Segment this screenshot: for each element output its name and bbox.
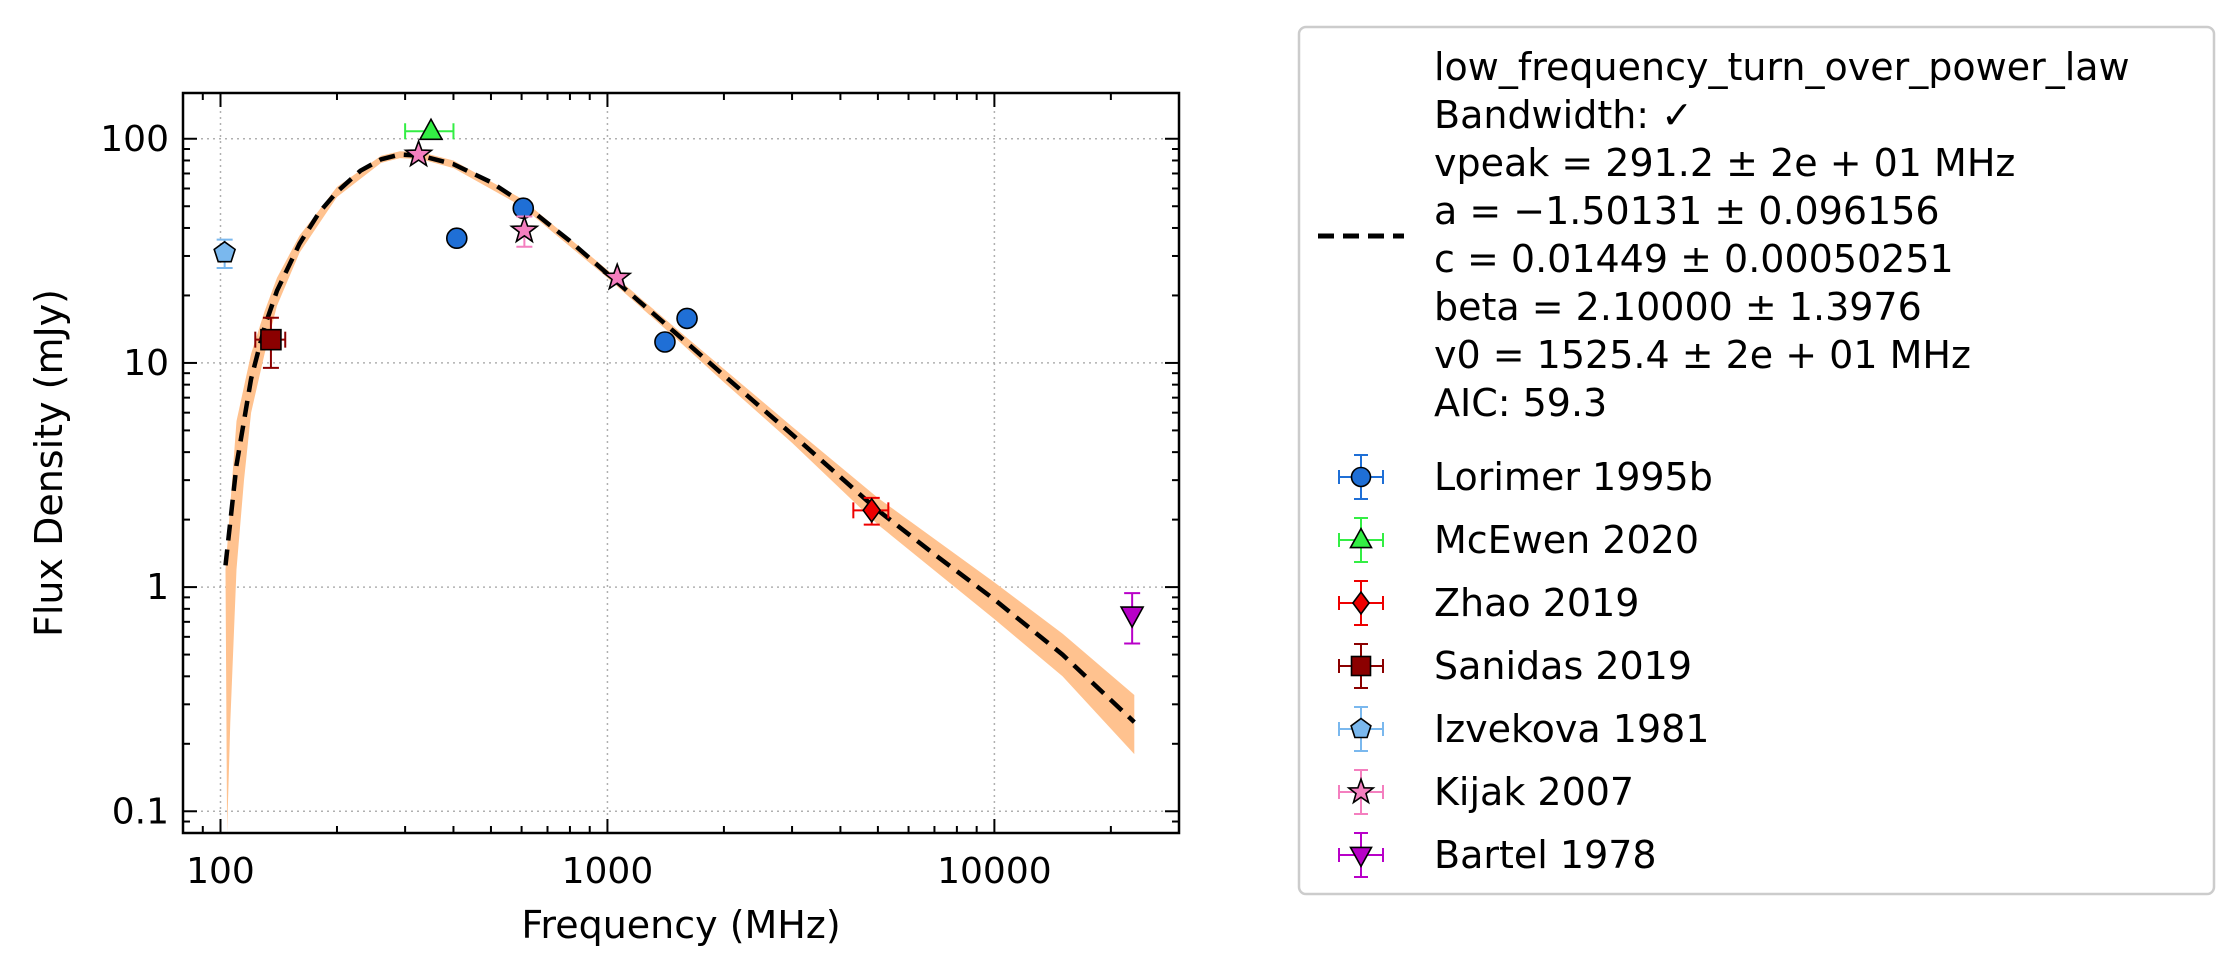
tick-labels: 100 1000 10000 0.1 1 10 100 <box>100 119 1051 892</box>
legend-series-label: Lorimer 1995b <box>1434 455 1713 499</box>
fit-band-area <box>225 151 1135 833</box>
y-tick-label: 10 <box>123 343 169 384</box>
legend-marker <box>1350 655 1372 677</box>
axis-ticks <box>182 93 1180 834</box>
legend-marker <box>1349 846 1373 869</box>
legend-marker <box>1351 590 1371 616</box>
data-point <box>862 497 882 524</box>
fit-curve-line <box>223 152 1136 724</box>
legend-fit-text: AIC: 59.3 <box>1434 381 1607 425</box>
data-point <box>445 227 468 250</box>
x-tick-label: 10000 <box>937 851 1052 892</box>
legend-series-label: Zhao 2019 <box>1434 581 1639 625</box>
data-point <box>512 197 535 220</box>
legend-fit-text: Bandwidth: ✓ <box>1434 93 1693 137</box>
legend-fit-text: v0 = 1525.4 ± 2e + 01 MHz <box>1434 333 1971 377</box>
legend-series-label: Izvekova 1981 <box>1434 707 1709 751</box>
data-point <box>1119 606 1145 629</box>
data-point <box>509 214 540 244</box>
legend-fit-text: vpeak = 291.2 ± 2e + 01 MHz <box>1434 141 2015 185</box>
legend-series-label: Bartel 1978 <box>1434 833 1657 877</box>
data-point <box>260 328 282 351</box>
legend-marker <box>1346 776 1376 805</box>
data-point <box>213 240 237 263</box>
fit-curve <box>223 152 1136 724</box>
legend-fit-text: a = −1.50131 ± 0.096156 <box>1434 189 1940 233</box>
x-tick-label: 100 <box>186 851 255 892</box>
legend-fit-text: c = 0.01449 ± 0.00050251 <box>1434 237 1954 281</box>
fit-uncertainty-band <box>225 151 1135 833</box>
data-point <box>676 307 698 330</box>
y-tick-label: 100 <box>100 119 169 160</box>
legend-series-label: Kijak 2007 <box>1434 770 1634 814</box>
x-tick-label: 1000 <box>562 851 654 892</box>
legend-frame <box>1297 25 2216 896</box>
legend-marker <box>1350 717 1372 739</box>
y-tick-label: 1 <box>146 567 169 608</box>
data-point <box>654 331 676 353</box>
legend-marker <box>1350 466 1372 488</box>
grid <box>183 93 1179 833</box>
legend-series-entries: Lorimer 1995b McEwen 2020 Zhao 2019 Sanidas… <box>1338 454 1713 878</box>
data-point <box>403 138 434 168</box>
legend: low_frequency_turn_over_power_lawBandwid… <box>1297 25 2216 896</box>
legend-fit-text: low_frequency_turn_over_power_law <box>1434 45 2130 89</box>
legend-series-label: Sanidas 2019 <box>1434 644 1692 688</box>
legend-marker <box>1349 526 1373 549</box>
data-point <box>602 261 633 291</box>
legend-series-label: McEwen 2020 <box>1434 518 1699 562</box>
legend-fit-entry: low_frequency_turn_over_power_lawBandwid… <box>1318 45 2130 425</box>
x-axis-title: Frequency (MHz) <box>521 903 840 947</box>
plot-frame <box>181 91 1181 835</box>
y-axis-title: Flux Density (mJy) <box>27 289 71 637</box>
y-tick-label: 0.1 <box>112 791 169 832</box>
legend-fit-text: beta = 2.10000 ± 1.3976 <box>1434 285 1922 329</box>
data-point <box>418 117 444 141</box>
data-points <box>213 117 1145 645</box>
